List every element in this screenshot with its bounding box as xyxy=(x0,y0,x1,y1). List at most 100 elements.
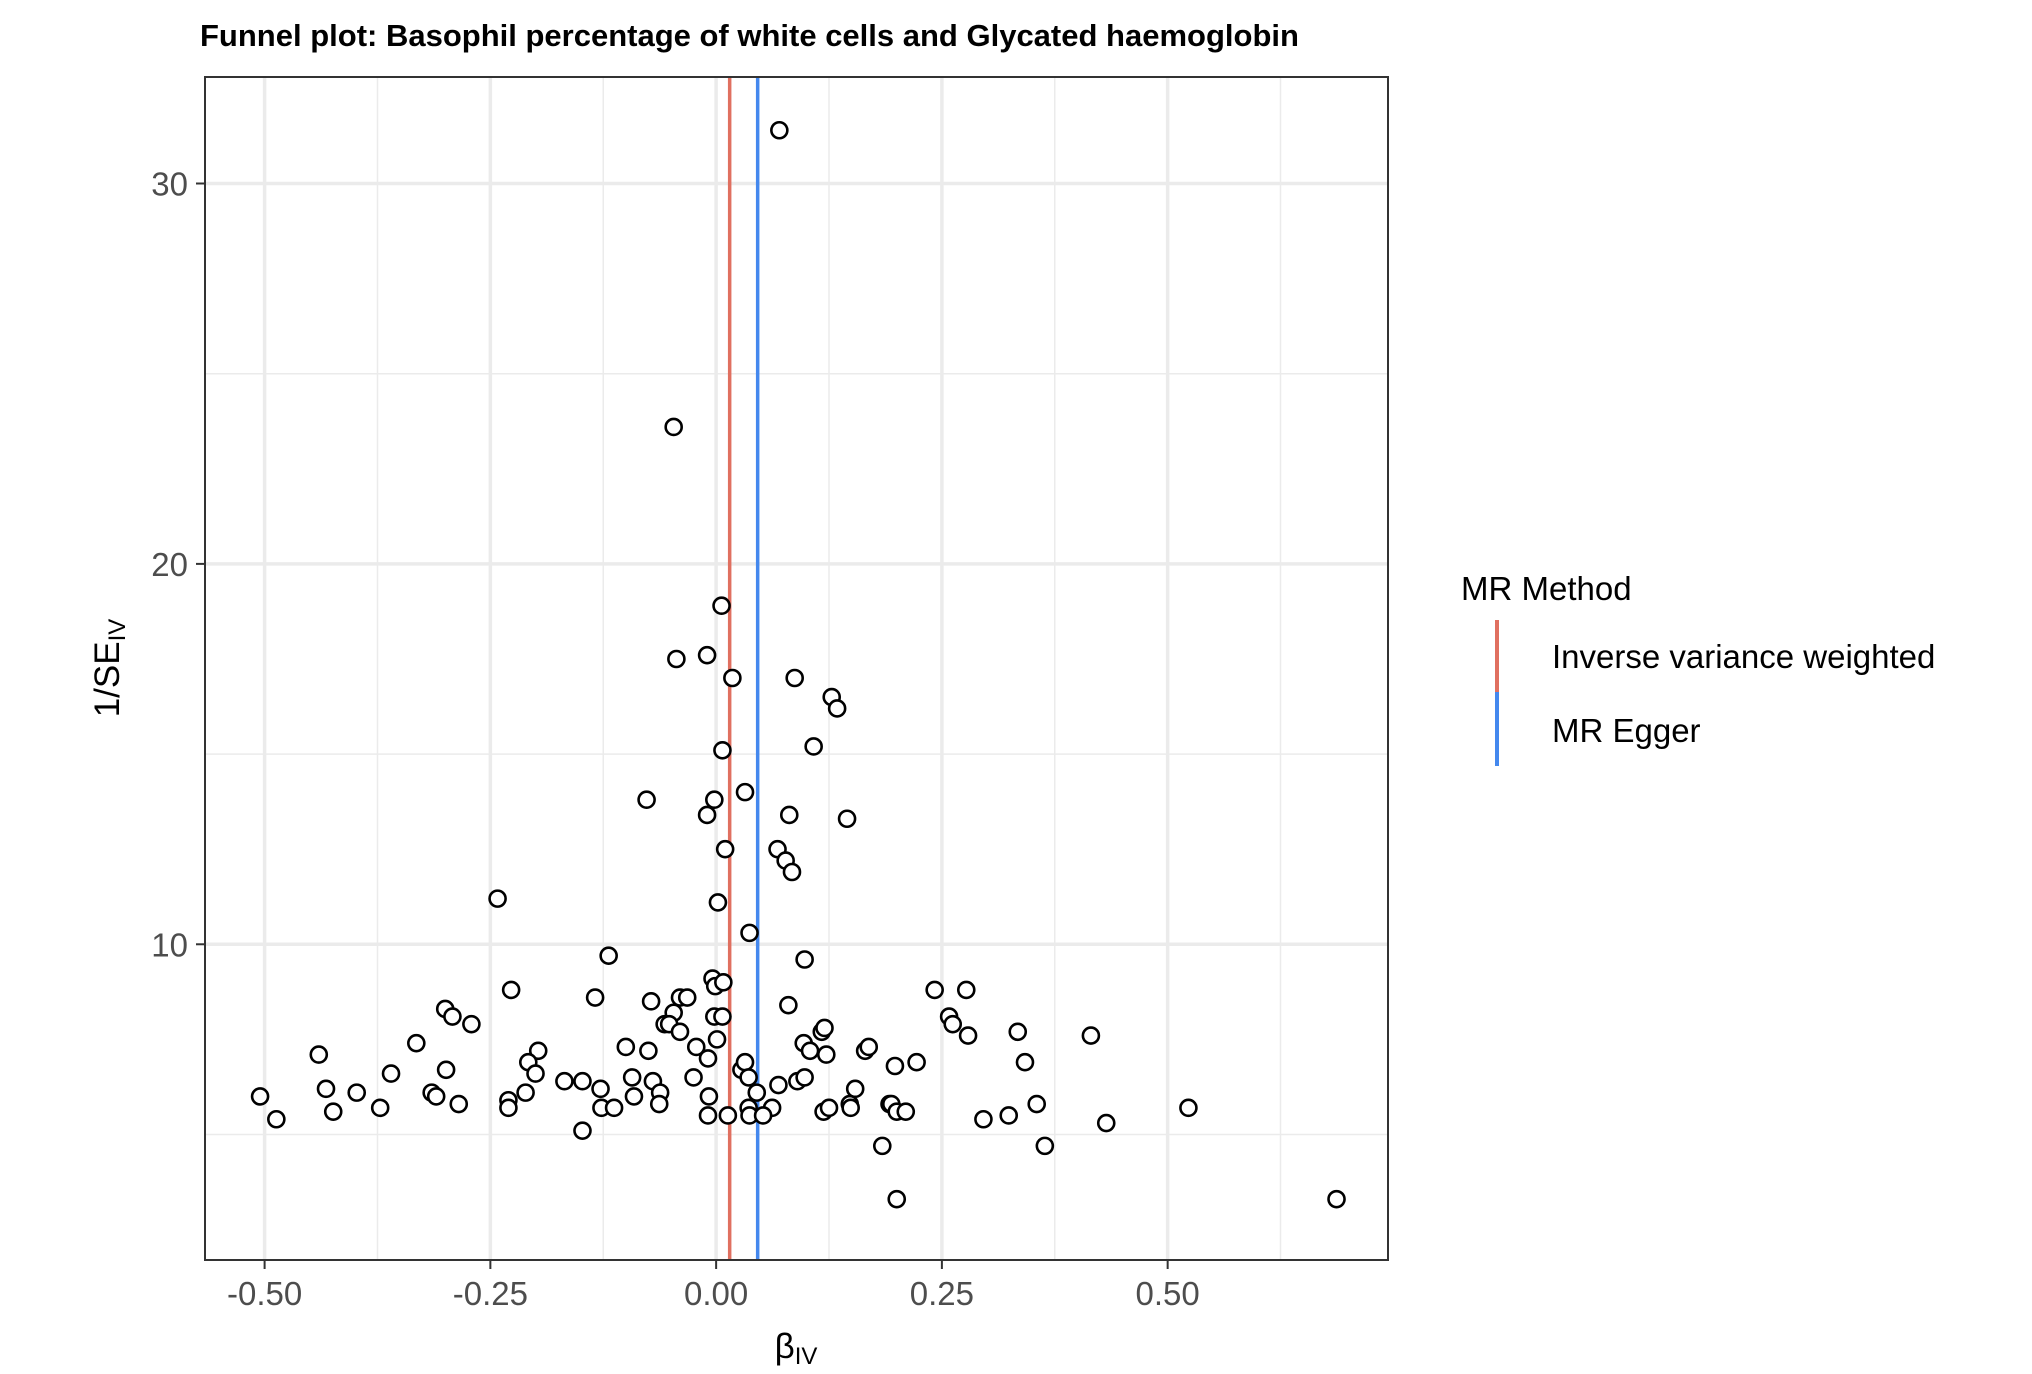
data-point xyxy=(705,790,724,810)
x-tick-label: 0.00 xyxy=(684,1275,748,1312)
x-tick-label: 0.25 xyxy=(910,1275,974,1312)
y-tick-label: 20 xyxy=(151,546,188,583)
data-point xyxy=(943,1014,963,1034)
x-tick-label: -0.25 xyxy=(453,1275,528,1312)
x-tick-label: -0.50 xyxy=(227,1275,302,1312)
data-point xyxy=(637,790,656,810)
data-point xyxy=(1096,1113,1116,1133)
y-tick-label: 30 xyxy=(151,166,188,203)
data-point xyxy=(837,809,857,829)
data-point xyxy=(250,1087,270,1106)
data-point xyxy=(713,1007,732,1026)
data-point xyxy=(859,1037,879,1057)
data-point xyxy=(649,1094,669,1114)
data-point xyxy=(1179,1098,1198,1118)
data-point xyxy=(827,699,847,718)
data-point xyxy=(804,737,823,756)
legend-label-egger: MR Egger xyxy=(1552,712,1701,749)
data-point xyxy=(699,1087,719,1106)
data-point xyxy=(785,668,804,688)
chart-title: Funnel plot: Basophil percentage of whit… xyxy=(200,18,1299,53)
data-point xyxy=(347,1083,367,1102)
data-point xyxy=(1015,1052,1035,1072)
data-point xyxy=(769,1075,788,1095)
data-point xyxy=(708,893,728,912)
data-point xyxy=(735,782,755,802)
data-point xyxy=(999,1106,1019,1125)
data-point xyxy=(770,120,789,140)
data-point xyxy=(739,1068,758,1087)
plot-panel xyxy=(205,77,1388,1260)
legend-title: MR Method xyxy=(1461,570,1632,607)
data-point xyxy=(677,988,697,1007)
data-point xyxy=(573,1071,592,1091)
data-point xyxy=(267,1109,286,1129)
data-point xyxy=(591,1079,610,1099)
data-point xyxy=(555,1071,574,1091)
y-tick-label: 10 xyxy=(151,926,188,963)
data-point xyxy=(817,1045,836,1064)
snp-points xyxy=(250,120,1346,1209)
data-point xyxy=(800,1041,820,1061)
data-point xyxy=(639,1041,658,1061)
data-point xyxy=(622,1068,642,1087)
y-axis: 10 20 30 xyxy=(151,166,205,963)
data-point xyxy=(815,1018,834,1038)
data-point xyxy=(707,1030,727,1049)
data-point xyxy=(686,1037,706,1057)
data-point xyxy=(735,1052,755,1072)
data-point xyxy=(896,1102,916,1121)
x-tick-label: 0.50 xyxy=(1136,1275,1200,1312)
data-point xyxy=(599,946,618,965)
mr-method-lines xyxy=(727,77,760,1260)
data-point xyxy=(528,1041,548,1061)
data-point xyxy=(449,1094,469,1114)
data-point xyxy=(697,645,717,665)
data-point xyxy=(723,668,742,688)
data-point xyxy=(604,1098,624,1118)
data-point xyxy=(667,649,686,669)
data-point xyxy=(956,980,976,1000)
data-point xyxy=(462,1014,481,1034)
x-axis-label-subscript: IV xyxy=(795,1343,818,1370)
plot-border xyxy=(204,76,1389,1261)
data-point xyxy=(845,1079,865,1099)
data-point xyxy=(712,596,731,616)
data-point xyxy=(715,839,735,859)
data-point xyxy=(872,1136,892,1156)
data-point xyxy=(819,1098,839,1118)
data-point xyxy=(1327,1189,1346,1209)
data-point xyxy=(779,805,799,825)
x-axis: -0.50 -0.25 0.00 0.25 0.50 xyxy=(227,1260,1200,1312)
data-point xyxy=(907,1052,926,1072)
data-point xyxy=(407,1033,426,1053)
data-point xyxy=(747,1083,767,1102)
legend-label-ivw: Inverse variance weighted xyxy=(1552,638,1935,675)
x-axis-label: βIV xyxy=(775,1327,818,1370)
data-point xyxy=(885,1056,905,1076)
data-point xyxy=(585,988,605,1007)
data-point xyxy=(887,1189,907,1209)
data-point xyxy=(426,1087,446,1106)
data-point xyxy=(974,1109,993,1129)
data-point xyxy=(443,1007,462,1026)
legend: MR Method Inverse variance weighted MR E… xyxy=(1461,570,1935,766)
data-point xyxy=(516,1083,535,1102)
data-point xyxy=(1008,1022,1028,1042)
data-point xyxy=(370,1098,390,1118)
data-point xyxy=(616,1037,636,1057)
data-point xyxy=(1081,1026,1101,1045)
y-axis-label: 1/SEIV xyxy=(88,619,131,718)
data-point xyxy=(573,1121,592,1140)
data-point xyxy=(698,1106,718,1125)
data-point xyxy=(436,1060,456,1080)
data-point xyxy=(795,950,814,969)
data-point xyxy=(925,980,944,1000)
data-point xyxy=(779,995,798,1015)
grid-minor xyxy=(205,77,1388,1260)
data-point xyxy=(670,1022,690,1042)
data-point xyxy=(381,1064,401,1083)
data-point xyxy=(488,889,507,908)
data-point xyxy=(316,1079,336,1099)
